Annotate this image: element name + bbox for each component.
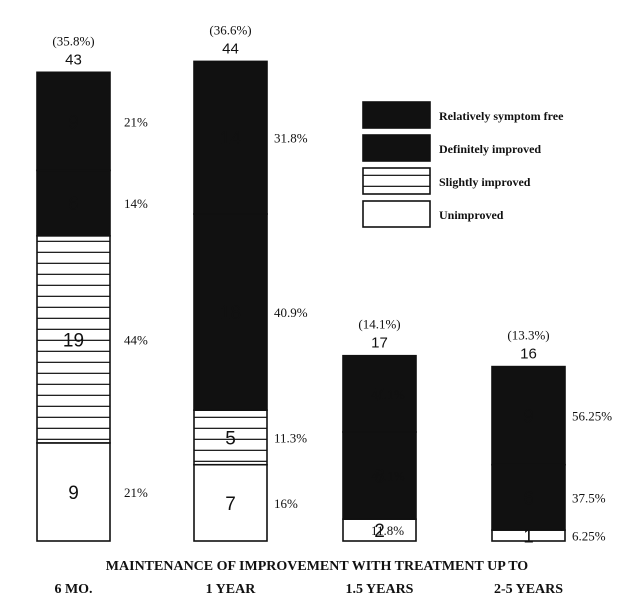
segment-percent-label: 56.25% [572,409,612,424]
segment-percent-label: 21% [124,114,148,129]
bar-total-label: 17 [371,335,388,352]
bar-total-label: 16 [520,346,537,363]
segment-percent-label: 14% [124,196,148,211]
legend-label-relatively-symptom-free: Relatively symptom free [439,109,564,123]
bar-1-5-years-relatively-symptom-free [342,354,417,433]
segment-percent-label: 41.1% [371,387,405,402]
legend-swatch-slightly-improved [362,167,431,195]
bar-2-5-years-relatively-symptom-free [491,365,566,466]
segment-value-label: 14 [220,129,242,150]
segment-percent-label: 6.25% [572,529,606,544]
bar-6-mo-unimproved [36,442,111,542]
bar-total-label: 43 [65,51,82,68]
segment-percent-label: 21% [124,485,148,500]
bar-total-percent-label: (36.6%) [209,22,251,37]
segment-value-label: 9 [68,483,79,504]
segment-value-label: 9 [68,112,79,133]
bar-6-mo-relatively-symptom-free [36,71,111,172]
segment-percent-label: 11.3% [274,430,307,445]
segment-value-label: 18 [220,303,241,324]
segment-percent-label: 16% [274,496,298,511]
x-tick-label: 1 YEAR [206,582,257,597]
bar-total-percent-label: (35.8%) [52,33,94,48]
bar-1-year-slightly-improved [193,409,268,466]
x-tick-label: 6 MO. [54,582,92,597]
segment-value-label: 6 [523,488,534,509]
bar-total-percent-label: (13.3%) [507,328,549,343]
bar-6-mo-definitely-improved [36,169,111,237]
segment-value-label: 7 [225,494,236,515]
segment-value-label: 9 [523,407,534,428]
legend-label-unimproved: Unimproved [439,208,504,222]
segment-percent-label: 44% [124,332,148,347]
segment-value-label: 1 [523,527,534,548]
segment-value-label: 7 [374,385,385,406]
bar-1-year-relatively-symptom-free [193,60,268,215]
segment-percent-label: 31.8% [274,131,308,146]
segment-value-label: 8 [374,467,385,488]
x-tick-label: 2-5 YEARS [494,582,563,597]
segment-percent-label: 40.9% [274,305,308,320]
segment-percent-label: 37.5% [572,490,606,505]
legend: Relatively symptom free Definitely improv… [362,101,564,228]
legend-swatch-definitely-improved [362,134,431,162]
bar-1-5-years-definitely-improved [342,431,417,520]
bar-total-percent-label: (14.1%) [358,317,400,332]
segment-value-label: 6 [68,194,79,215]
segment-percent-label: 11.8% [371,523,404,538]
x-axis-label: MAINTENANCE OF IMPROVEMENT WITH TREATMEN… [106,559,529,574]
bars-layer: 9 21%19 44%6 14%9 21%43(35.8%)6 MO.7 16%5 11.3… [36,22,612,597]
segment-percent-label: 47.1% [371,469,405,484]
segment-value-label: 5 [225,428,236,449]
legend-label-definitely-improved: Definitely improved [439,142,541,156]
legend-swatch-unimproved [362,200,431,228]
legend-label-slightly-improved: Slightly improved [439,175,531,189]
segment-value-label: 2 [374,521,385,542]
x-tick-label: 1.5 YEARS [346,582,414,597]
segment-value-label: 19 [63,330,84,351]
bar-1-year-unimproved [193,463,268,542]
legend-swatch-relatively-symptom-free [362,101,431,129]
bar-total-label: 44 [222,40,239,57]
bar-1-year-definitely-improved [193,213,268,411]
